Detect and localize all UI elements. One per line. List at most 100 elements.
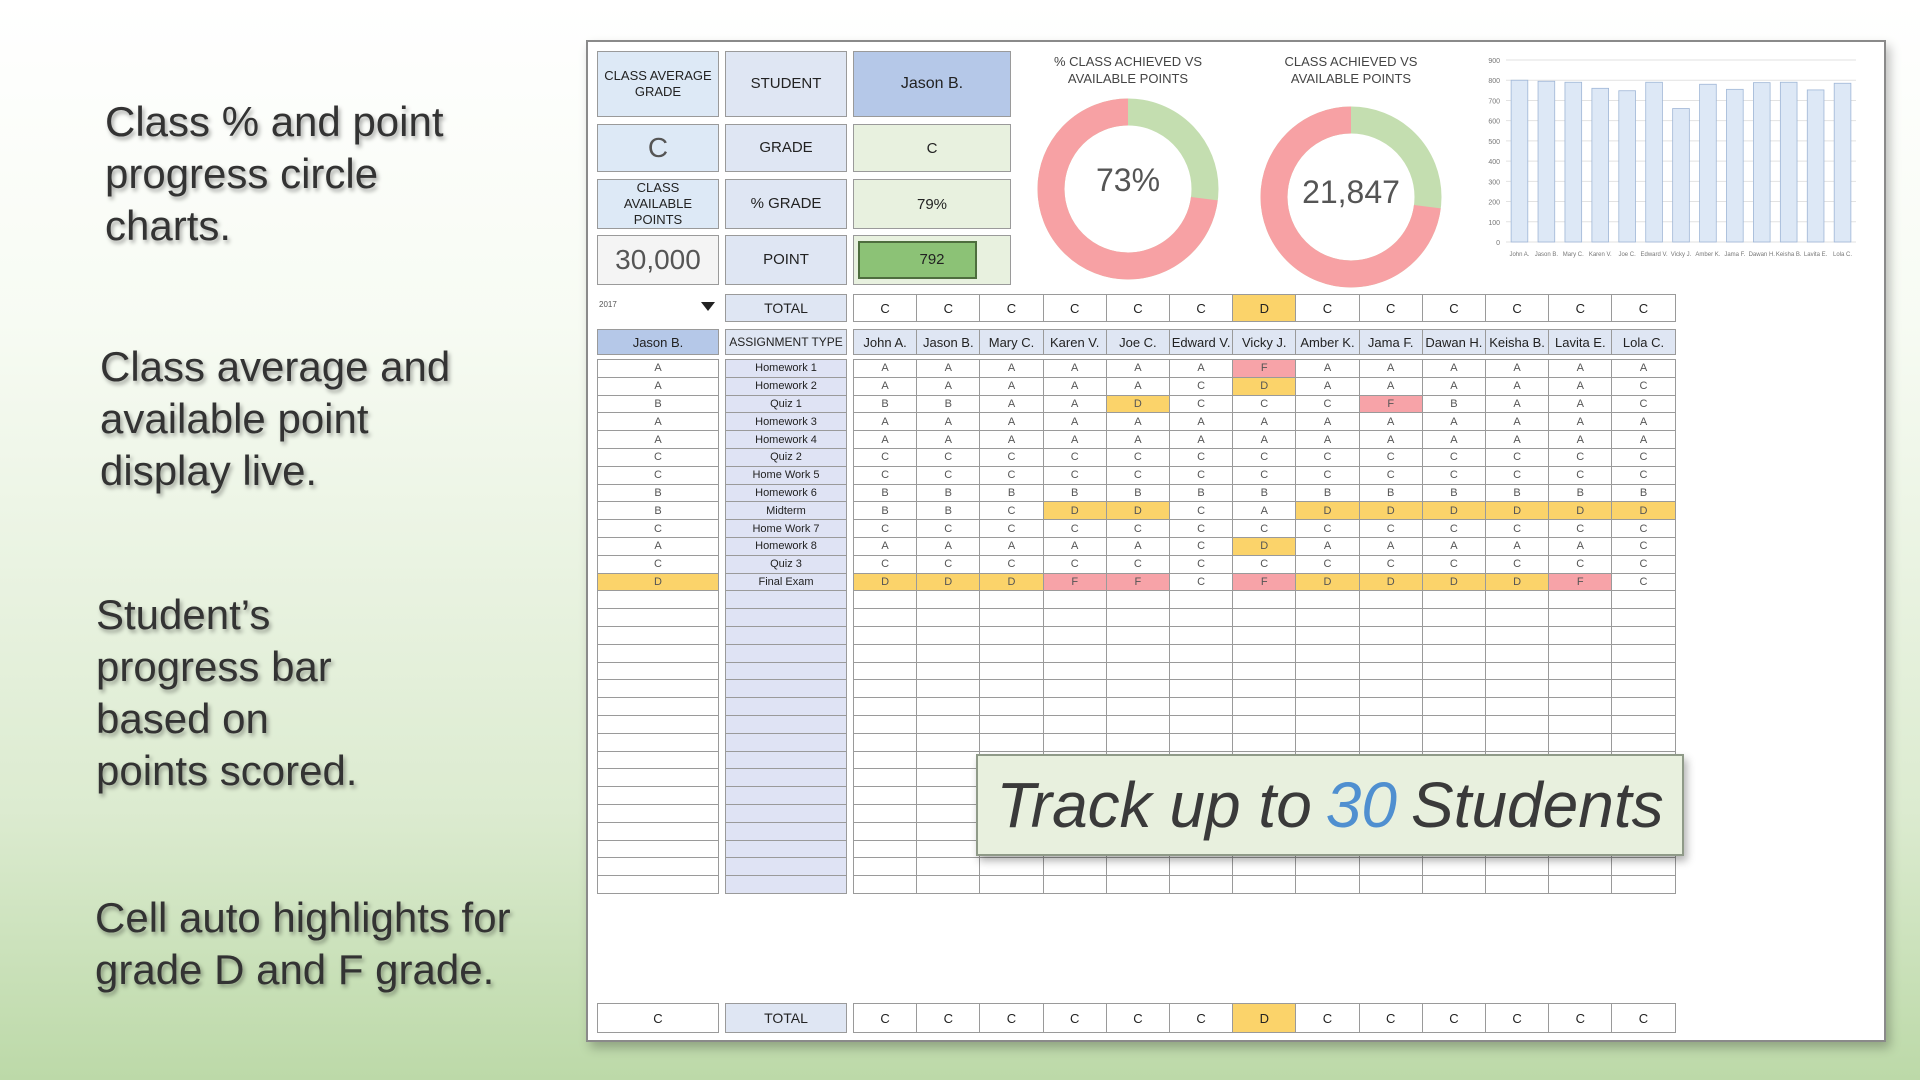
grade-cell[interactable]: D	[1421, 572, 1486, 592]
empty-grade-cell[interactable]	[1421, 679, 1486, 699]
empty-grade-cell[interactable]	[1548, 857, 1613, 877]
empty-grade-cell[interactable]	[1421, 715, 1486, 734]
grade-cell[interactable]: C	[1358, 519, 1423, 538]
grade-cell[interactable]: B	[1169, 483, 1234, 503]
empty-grade-cell[interactable]	[853, 679, 918, 699]
grade-cell[interactable]: C	[1169, 394, 1234, 414]
grade-cell[interactable]: C	[1232, 394, 1297, 414]
grade-cell[interactable]: A	[1295, 412, 1360, 432]
empty-grade-cell[interactable]	[1421, 857, 1486, 877]
student-column-header[interactable]: Amber K.	[1295, 329, 1360, 355]
empty-grade-cell[interactable]	[1485, 643, 1550, 663]
empty-grade-cell[interactable]	[1295, 715, 1360, 734]
grade-cell[interactable]: C	[1042, 519, 1107, 538]
grade-cell[interactable]: C	[1232, 519, 1297, 538]
grade-cell[interactable]: C	[916, 465, 981, 485]
grade-cell[interactable]: C	[1358, 465, 1423, 485]
grade-cell[interactable]: C	[1485, 465, 1550, 485]
grade-cell[interactable]: A	[1421, 430, 1486, 449]
grade-cell[interactable]: B	[916, 394, 981, 414]
grade-cell[interactable]: A	[916, 412, 981, 432]
empty-grade-cell[interactable]	[853, 590, 918, 610]
empty-grade-cell[interactable]	[1295, 875, 1360, 894]
grade-cell[interactable]: C	[1548, 554, 1613, 574]
grade-cell[interactable]: C	[1485, 448, 1550, 467]
empty-grade-cell[interactable]	[1548, 608, 1613, 627]
grade-cell[interactable]: B	[853, 394, 918, 414]
grade-cell[interactable]: B	[916, 501, 981, 521]
empty-grade-cell[interactable]	[853, 697, 918, 716]
student-column-header[interactable]: John A.	[853, 329, 918, 355]
grade-cell[interactable]: C	[1295, 465, 1360, 485]
empty-grade-cell[interactable]	[1105, 857, 1170, 877]
grade-cell[interactable]: C	[1105, 519, 1170, 538]
grade-cell[interactable]: A	[979, 537, 1044, 556]
grade-cell[interactable]: D	[853, 572, 918, 592]
empty-grade-cell[interactable]	[1295, 679, 1360, 699]
grade-cell[interactable]: D	[1421, 501, 1486, 521]
grade-cell[interactable]: A	[1611, 430, 1676, 449]
grade-cell[interactable]: A	[1485, 412, 1550, 432]
empty-grade-cell[interactable]	[1611, 857, 1676, 877]
empty-grade-cell[interactable]	[1358, 857, 1423, 877]
empty-grade-cell[interactable]	[1548, 661, 1613, 681]
empty-grade-cell[interactable]	[916, 732, 981, 752]
empty-grade-cell[interactable]	[1358, 732, 1423, 752]
empty-grade-cell[interactable]	[1485, 626, 1550, 645]
grade-cell[interactable]: A	[1611, 412, 1676, 432]
empty-grade-cell[interactable]	[979, 679, 1044, 699]
empty-grade-cell[interactable]	[1358, 661, 1423, 681]
empty-grade-cell[interactable]	[979, 732, 1044, 752]
empty-grade-cell[interactable]	[1485, 857, 1550, 877]
grade-cell[interactable]: C	[853, 554, 918, 574]
empty-grade-cell[interactable]	[979, 626, 1044, 645]
student-column-header[interactable]: Karen V.	[1042, 329, 1107, 355]
grade-cell[interactable]: A	[1295, 430, 1360, 449]
empty-grade-cell[interactable]	[916, 608, 981, 627]
empty-grade-cell[interactable]	[1042, 643, 1107, 663]
grade-cell[interactable]: C	[916, 519, 981, 538]
grade-cell[interactable]: A	[916, 376, 981, 396]
student-column-header[interactable]: Joe C.	[1105, 329, 1170, 355]
grade-cell[interactable]: C	[1611, 465, 1676, 485]
grade-cell[interactable]: C	[1611, 554, 1676, 574]
empty-grade-cell[interactable]	[853, 732, 918, 752]
empty-grade-cell[interactable]	[1169, 857, 1234, 877]
grade-cell[interactable]: C	[1611, 519, 1676, 538]
grade-cell[interactable]: B	[1358, 483, 1423, 503]
grade-cell[interactable]: A	[1105, 537, 1170, 556]
grade-cell[interactable]: C	[1421, 448, 1486, 467]
grade-cell[interactable]: C	[1232, 554, 1297, 574]
grade-cell[interactable]: C	[1611, 537, 1676, 556]
grade-cell[interactable]: D	[1295, 501, 1360, 521]
empty-grade-cell[interactable]	[1042, 697, 1107, 716]
grade-cell[interactable]: A	[1295, 359, 1360, 378]
grade-cell[interactable]: A	[1358, 537, 1423, 556]
empty-grade-cell[interactable]	[916, 643, 981, 663]
grade-cell[interactable]: A	[1042, 376, 1107, 396]
grade-cell[interactable]: D	[1295, 572, 1360, 592]
empty-grade-cell[interactable]	[916, 750, 981, 770]
empty-grade-cell[interactable]	[1548, 875, 1613, 894]
grade-cell[interactable]: F	[1548, 572, 1613, 592]
empty-grade-cell[interactable]	[1358, 608, 1423, 627]
grade-cell[interactable]: A	[1169, 412, 1234, 432]
grade-cell[interactable]: C	[979, 501, 1044, 521]
empty-grade-cell[interactable]	[1232, 732, 1297, 752]
grade-cell[interactable]: A	[1548, 394, 1613, 414]
grade-cell[interactable]: A	[853, 537, 918, 556]
empty-grade-cell[interactable]	[853, 804, 918, 823]
grade-cell[interactable]: A	[1548, 376, 1613, 396]
grade-cell[interactable]: A	[1105, 430, 1170, 449]
empty-grade-cell[interactable]	[853, 857, 918, 877]
empty-grade-cell[interactable]	[1421, 875, 1486, 894]
empty-grade-cell[interactable]	[916, 804, 981, 823]
empty-grade-cell[interactable]	[1421, 643, 1486, 663]
empty-grade-cell[interactable]	[853, 839, 918, 859]
grade-cell[interactable]: D	[1232, 537, 1297, 556]
empty-grade-cell[interactable]	[979, 661, 1044, 681]
empty-grade-cell[interactable]	[1421, 626, 1486, 645]
empty-grade-cell[interactable]	[1611, 626, 1676, 645]
empty-grade-cell[interactable]	[1295, 590, 1360, 610]
empty-grade-cell[interactable]	[1611, 643, 1676, 663]
